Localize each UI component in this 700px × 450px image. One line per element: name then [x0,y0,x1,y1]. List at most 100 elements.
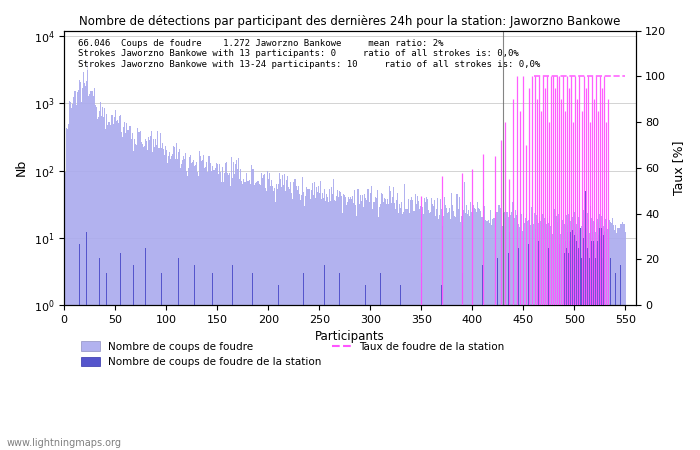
Bar [624,224,625,450]
Bar [572,217,573,450]
Bar [106,273,108,450]
Bar [235,165,236,450]
Bar [85,86,86,450]
Bar [524,223,525,450]
Bar [512,201,514,450]
Bar [601,216,603,450]
Bar [74,91,75,450]
Bar [262,175,264,450]
Bar [233,162,234,450]
Bar [441,285,442,450]
Bar [488,220,489,450]
Bar [392,197,393,450]
Bar [587,248,588,450]
Bar [339,273,340,450]
Bar [440,199,441,450]
Bar [492,219,493,450]
Bar [202,160,204,450]
Bar [223,182,224,450]
Bar [335,201,336,450]
Bar [546,224,547,450]
Bar [605,233,606,450]
Bar [102,108,104,450]
Bar [377,190,378,450]
Title: Nombre de détections par participant des dernières 24h pour la station: Jaworzno: Nombre de détections par participant des… [79,15,620,28]
Bar [490,210,491,450]
Bar [517,212,518,450]
Bar [580,232,581,450]
Bar [484,206,485,450]
Bar [605,231,606,450]
Bar [179,149,180,450]
Bar [190,155,191,450]
Y-axis label: Nb: Nb [15,159,28,176]
Bar [432,204,433,450]
Bar [247,180,248,450]
Bar [501,226,503,450]
Text: www.lightningmaps.org: www.lightningmaps.org [7,438,122,448]
Bar [275,202,276,450]
Bar [378,216,379,450]
Bar [520,212,521,450]
Bar [264,174,265,450]
Bar [574,212,575,450]
Bar [194,166,195,450]
Bar [593,221,594,450]
Bar [422,207,423,450]
Bar [97,119,98,450]
Bar [386,204,387,450]
Bar [399,204,400,450]
Bar [405,209,407,450]
Bar [95,104,96,450]
Bar [388,204,389,450]
Bar [458,197,460,450]
Bar [83,72,84,450]
Bar [239,180,240,450]
Bar [373,202,374,450]
Bar [158,148,160,450]
Bar [441,209,442,450]
Bar [196,162,197,450]
Bar [227,173,228,450]
Bar [519,227,520,450]
Bar [616,233,617,450]
Bar [497,212,498,450]
Bar [615,225,616,450]
Bar [153,139,155,450]
Bar [108,122,109,450]
Bar [120,132,122,450]
Bar [124,122,125,450]
Bar [414,194,416,450]
Bar [521,214,522,450]
Bar [536,215,537,450]
Bar [145,140,146,450]
Bar [113,117,115,450]
Bar [126,123,127,450]
Bar [456,194,458,450]
Bar [563,219,564,450]
Y-axis label: Taux [%]: Taux [%] [672,140,685,195]
Bar [554,208,556,450]
Bar [581,225,582,450]
Bar [435,216,436,450]
Bar [474,208,475,450]
Bar [430,212,431,450]
Bar [128,130,129,450]
Bar [324,189,325,450]
Bar [525,218,526,450]
Bar [351,199,352,450]
Bar [296,186,297,450]
Bar [122,126,124,450]
Bar [96,107,97,450]
Bar [380,273,381,450]
Bar [182,160,183,450]
Bar [149,140,150,450]
Bar [567,225,568,450]
Bar [582,258,583,450]
Bar [220,182,222,450]
Legend: Nombre de coups de foudre, Nombre de coups de foudre de la station, Taux de foud: Nombre de coups de foudre, Nombre de cou… [77,338,508,371]
Bar [482,265,483,450]
Bar [118,123,119,450]
Bar [260,173,262,450]
Bar [224,173,225,450]
